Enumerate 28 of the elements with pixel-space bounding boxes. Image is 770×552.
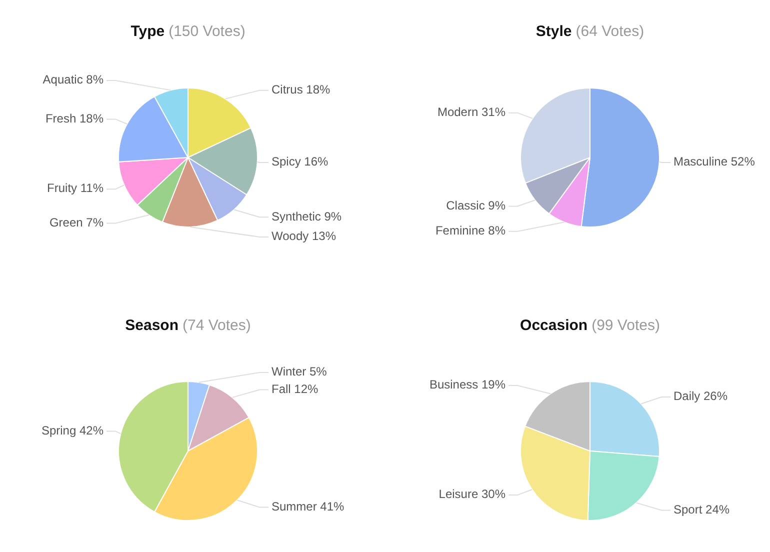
slice-label: Winter 5% <box>272 364 328 379</box>
slice-label: Fruity 11% <box>47 181 104 196</box>
chart-title: Type <box>130 22 165 40</box>
chart-subtitle: (74 Votes) <box>182 316 251 334</box>
slice-label: Spicy 16% <box>272 154 329 169</box>
chart-subtitle: (99 Votes) <box>592 316 660 334</box>
slice-label: Sport 24% <box>674 502 730 516</box>
slice-label: Feminine 8% <box>435 224 506 238</box>
slice-label: Summer 41% <box>272 499 345 514</box>
slice-label: Leisure 30% <box>438 487 506 502</box>
slice-label: Fresh 18% <box>45 111 104 126</box>
chart-subtitle: (150 Votes) <box>168 22 246 40</box>
slice-label: Classic 9% <box>446 198 506 212</box>
slice-label: Aquatic 8% <box>42 72 104 87</box>
chart-title: Season <box>125 316 178 334</box>
slice-label: Citrus 18% <box>272 82 331 97</box>
chart-subtitle: (64 Votes) <box>576 22 644 40</box>
chart-title: Occasion <box>520 316 588 334</box>
slice-label: Fall 12% <box>272 382 319 396</box>
slice-label: Daily 26% <box>674 389 728 404</box>
chart-title: Style <box>536 22 572 40</box>
slice-label: Synthetic 9% <box>272 209 342 224</box>
slice-label: Business 19% <box>429 378 506 392</box>
slice-label: Green 7% <box>49 215 104 230</box>
slice-label: Masculine 52% <box>674 154 756 169</box>
slice-label: Modern 31% <box>437 104 506 119</box>
slice-label: Spring 42% <box>41 423 104 438</box>
slice-label: Woody 13% <box>272 229 336 244</box>
